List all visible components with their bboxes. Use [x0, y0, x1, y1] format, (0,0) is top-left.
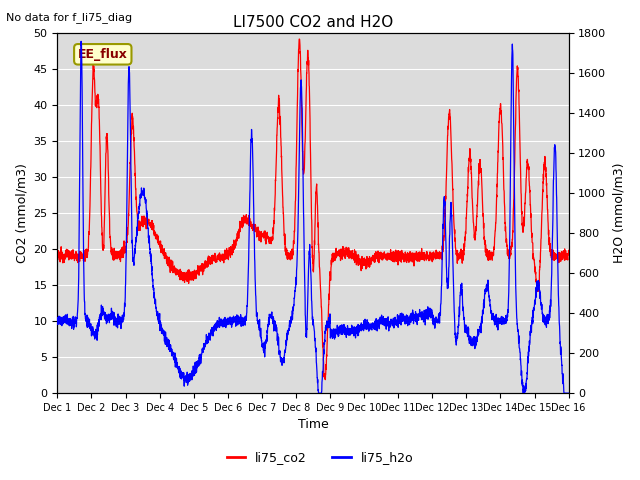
- Y-axis label: CO2 (mmol/m3): CO2 (mmol/m3): [15, 163, 28, 263]
- Y-axis label: H2O (mmol/m3): H2O (mmol/m3): [612, 163, 625, 263]
- X-axis label: Time: Time: [298, 419, 328, 432]
- Text: EE_flux: EE_flux: [78, 48, 128, 61]
- Legend: li75_co2, li75_h2o: li75_co2, li75_h2o: [221, 446, 419, 469]
- Title: LI7500 CO2 and H2O: LI7500 CO2 and H2O: [233, 15, 393, 30]
- Text: No data for f_li75_diag: No data for f_li75_diag: [6, 12, 132, 23]
